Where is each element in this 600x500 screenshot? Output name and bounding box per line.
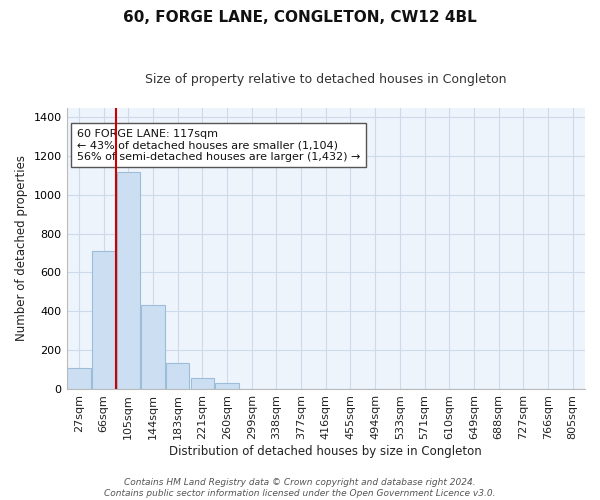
Bar — [116, 172, 140, 389]
Bar — [215, 382, 239, 389]
Bar — [141, 306, 164, 389]
Text: Contains HM Land Registry data © Crown copyright and database right 2024.
Contai: Contains HM Land Registry data © Crown c… — [104, 478, 496, 498]
Bar — [67, 368, 91, 389]
Text: 60 FORGE LANE: 117sqm
← 43% of detached houses are smaller (1,104)
56% of semi-d: 60 FORGE LANE: 117sqm ← 43% of detached … — [77, 128, 360, 162]
Y-axis label: Number of detached properties: Number of detached properties — [15, 155, 28, 341]
Text: 60, FORGE LANE, CONGLETON, CW12 4BL: 60, FORGE LANE, CONGLETON, CW12 4BL — [123, 10, 477, 25]
X-axis label: Distribution of detached houses by size in Congleton: Distribution of detached houses by size … — [169, 444, 482, 458]
Bar — [166, 363, 190, 389]
Title: Size of property relative to detached houses in Congleton: Size of property relative to detached ho… — [145, 72, 506, 86]
Bar — [92, 251, 115, 389]
Bar — [191, 378, 214, 389]
